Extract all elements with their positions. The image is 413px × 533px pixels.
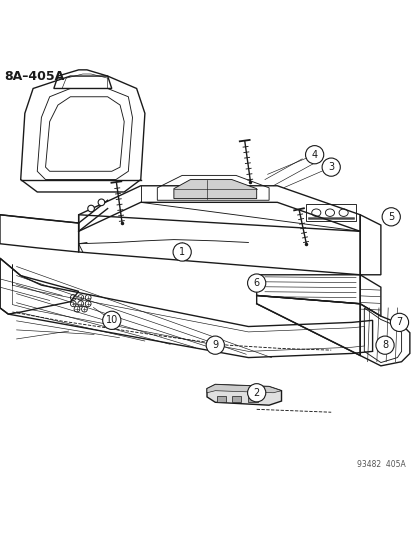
Circle shape	[375, 336, 393, 354]
Text: 2: 2	[253, 388, 259, 398]
Text: 10: 10	[105, 316, 118, 325]
Circle shape	[98, 199, 104, 206]
Circle shape	[88, 205, 94, 212]
Circle shape	[321, 158, 339, 176]
Polygon shape	[206, 384, 281, 405]
Circle shape	[305, 146, 323, 164]
Text: 1: 1	[179, 247, 185, 257]
Text: 8A–405A: 8A–405A	[4, 70, 64, 83]
Bar	[231, 396, 240, 402]
Circle shape	[173, 243, 191, 261]
Text: 93482  405A: 93482 405A	[356, 459, 405, 469]
Circle shape	[247, 274, 265, 292]
Circle shape	[381, 208, 399, 226]
Bar	[248, 396, 257, 402]
Polygon shape	[206, 384, 281, 393]
Bar	[217, 396, 226, 402]
Circle shape	[102, 311, 121, 329]
Text: 4: 4	[311, 150, 317, 160]
Polygon shape	[173, 180, 256, 199]
Circle shape	[389, 313, 408, 332]
Circle shape	[206, 336, 224, 354]
Text: 7: 7	[395, 317, 402, 327]
Text: 6: 6	[253, 278, 259, 288]
Circle shape	[247, 384, 265, 402]
Text: 5: 5	[387, 212, 394, 222]
Text: 9: 9	[212, 340, 218, 350]
Text: 3: 3	[328, 162, 333, 172]
Text: 8: 8	[381, 340, 387, 350]
